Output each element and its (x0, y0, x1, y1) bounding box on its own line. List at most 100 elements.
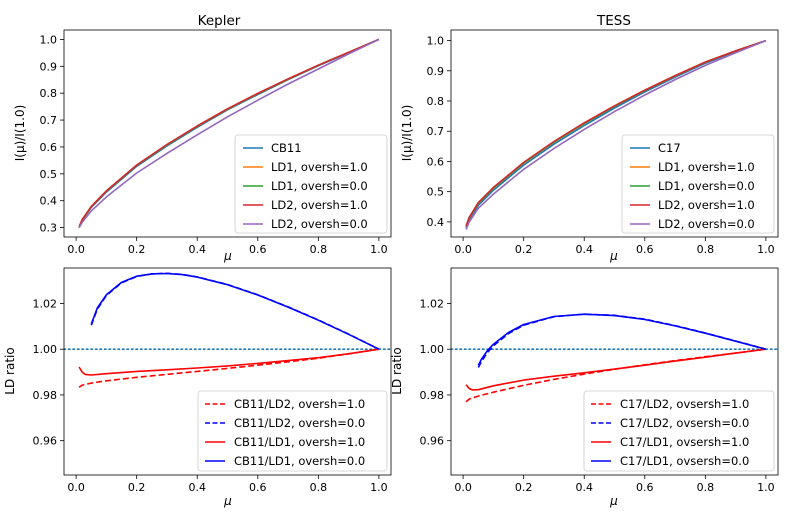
x-tick-label: 0.6 (249, 243, 267, 256)
x-tick-label: 0.6 (636, 481, 654, 494)
legend-label: LD2, oversh=0.0 (658, 217, 755, 231)
series-cb11-ld2-oversh-0-0 (90, 272, 380, 350)
x-tick-label: 0.2 (515, 243, 533, 256)
y-tick-label: 0.6 (40, 141, 58, 154)
tick-group: 0.0 0.2 0.4 0.6 0.8 1.0 0.96 0.98 1.00 1.02 (33, 297, 388, 494)
x-tick-label: 0.8 (310, 243, 328, 256)
x-tick-label: 0.0 (67, 481, 85, 494)
panel-title: TESS (596, 13, 631, 29)
panel-title: Kepler (198, 13, 241, 29)
y-tick-label: 0.8 (427, 95, 445, 108)
legend-label: LD1, oversh=0.0 (271, 179, 368, 193)
plot-frame (450, 267, 779, 476)
tick-group: 0.0 0.2 0.4 0.6 0.8 1.0 0.4 0.5 0.6 0.7 0.8 0.9 1.0 (427, 35, 775, 256)
y-axis-label: LD ratio (3, 347, 17, 394)
series-c17-ld1-ovsersh-1-0 (465, 348, 767, 391)
y-tick-label: 0.7 (40, 114, 58, 127)
x-axis-label: μ (223, 494, 232, 508)
series-group (465, 39, 767, 230)
x-tick-label: 1.0 (370, 243, 388, 256)
x-tick-label: 0.2 (128, 481, 146, 494)
x-tick-label: 1.0 (370, 481, 388, 494)
series-c17-ld2-ovsersh-0-0 (477, 313, 767, 368)
x-tick-label: 0.4 (188, 481, 206, 494)
y-tick-label: 0.3 (40, 222, 58, 235)
y-tick-label: 0.7 (427, 125, 445, 138)
series-cb11-ld1-oversh-0-0 (90, 272, 380, 350)
legend-box (583, 390, 775, 472)
series-group (465, 313, 767, 403)
legend-label: C17/LD1, ovsersh=1.0 (620, 435, 749, 449)
x-tick-label: 0.2 (128, 243, 146, 256)
y-tick-label: 1.0 (40, 33, 58, 46)
legend-label: C17/LD2, ovsersh=0.0 (620, 416, 749, 430)
tick-group: 0.0 0.2 0.4 0.6 0.8 1.0 0.96 0.98 1.00 1.02 (420, 297, 775, 494)
y-tick-label: 0.4 (427, 216, 445, 229)
panel-tess-ratio: 0.0 0.2 0.4 0.6 0.8 1.0 0.96 0.98 1.00 1.02 μ LD … (390, 267, 779, 508)
x-axis-label: μ (223, 249, 232, 263)
x-tick-label: 0.6 (636, 243, 654, 256)
panel-tess-intensity: TESS 0.0 0.2 0.4 0.6 0.8 1.00.40.50.60.70.80.… (400, 13, 779, 263)
y-tick-label: 1.00 (33, 343, 58, 356)
series-group (78, 272, 380, 389)
legend-box (234, 134, 388, 234)
x-tick-label: 0.8 (310, 481, 328, 494)
y-tick-label: 0.98 (33, 389, 58, 402)
legend-label: C17/LD1, ovsersh=0.0 (620, 454, 749, 468)
legend-label: CB11/LD2, oversh=0.0 (234, 416, 365, 430)
tick-group: 0.0 0.2 0.4 0.6 0.8 1.0 0.3 0.4 0.5 0.6 0.7 0.8 0.9 1… (40, 33, 388, 256)
series-ld2-oversh-0-0 (78, 38, 380, 228)
legend-label: CB11/LD2, oversh=1.0 (234, 397, 365, 411)
series-ld2-oversh-0-0 (465, 39, 767, 230)
legend-label: CB11/LD1, oversh=1.0 (234, 435, 365, 449)
x-tick-label: 0.4 (188, 243, 206, 256)
x-tick-label: 0.8 (697, 481, 715, 494)
legend-label: LD2, oversh=1.0 (658, 198, 755, 212)
series-group (78, 38, 380, 228)
legend-label: LD2, oversh=1.0 (271, 198, 368, 212)
legend-label: LD1, oversh=0.0 (658, 179, 755, 193)
legend-label: C17 (658, 141, 681, 155)
panel-kepler-ratio: 0.0 0.2 0.4 0.6 0.8 1.0 0.96 0.98 1.00 1.02 μ LD … (3, 267, 392, 508)
legend: C17 LD1, oversh=1.0 LD1, oversh=0.0 LD2,… (621, 134, 775, 234)
panel-kepler-intensity: Kepler 0.0 0.2 0.4 0.6 0.8 1.0 0.3 0.4 0.5 0.6 0.7… (13, 13, 392, 263)
y-axis-label: I(μ)/I(1.0) (13, 105, 27, 162)
y-tick-label: 0.8 (40, 87, 58, 100)
legend-label: LD1, oversh=1.0 (658, 160, 755, 174)
x-tick-label: 0.4 (575, 243, 593, 256)
legend: C17/LD2, ovsersh=1.0 C17/LD2, ovsersh=0.… (583, 390, 775, 472)
x-tick-label: 0.6 (249, 481, 267, 494)
y-tick-label: 0.9 (427, 65, 445, 78)
y-axis-label: I(μ)/I(1.0) (400, 105, 414, 162)
x-axis-label: μ (609, 249, 618, 263)
x-tick-label: 0.0 (454, 481, 472, 494)
legend: CB11 LD1, oversh=1.0 LD1, oversh=0.0 LD2… (234, 134, 388, 234)
series-cb11-ld2-oversh-1-0 (78, 348, 380, 389)
series-ld2-oversh-1-0 (78, 38, 380, 228)
legend-label: CB11/LD1, oversh=0.0 (234, 454, 365, 468)
y-tick-label: 1.02 (33, 297, 58, 310)
y-tick-label: 0.4 (40, 195, 58, 208)
plot-frame (63, 267, 392, 476)
x-axis-label: μ (609, 494, 618, 508)
x-tick-label: 0.8 (697, 243, 715, 256)
y-tick-label: 0.5 (40, 168, 58, 181)
legend-label: C17/LD2, ovsersh=1.0 (620, 397, 749, 411)
legend-box (197, 390, 388, 472)
x-tick-label: 1.0 (757, 243, 775, 256)
plot-frame (63, 29, 392, 238)
y-tick-label: 1.00 (420, 343, 445, 356)
x-tick-label: 0.0 (454, 243, 472, 256)
legend-label: LD1, oversh=1.0 (271, 160, 368, 174)
series-c17 (465, 39, 767, 229)
series-c17-ld1-ovsersh-0-0 (477, 313, 767, 366)
y-tick-label: 0.9 (40, 60, 58, 73)
y-tick-label: 1.0 (427, 35, 445, 48)
x-tick-label: 1.0 (757, 481, 775, 494)
legend-label: LD2, oversh=0.0 (271, 217, 368, 231)
x-tick-label: 0.2 (515, 481, 533, 494)
y-axis-label: LD ratio (390, 347, 404, 394)
legend-label: CB11 (271, 141, 302, 155)
series-ld2-oversh-1-0 (465, 39, 767, 227)
